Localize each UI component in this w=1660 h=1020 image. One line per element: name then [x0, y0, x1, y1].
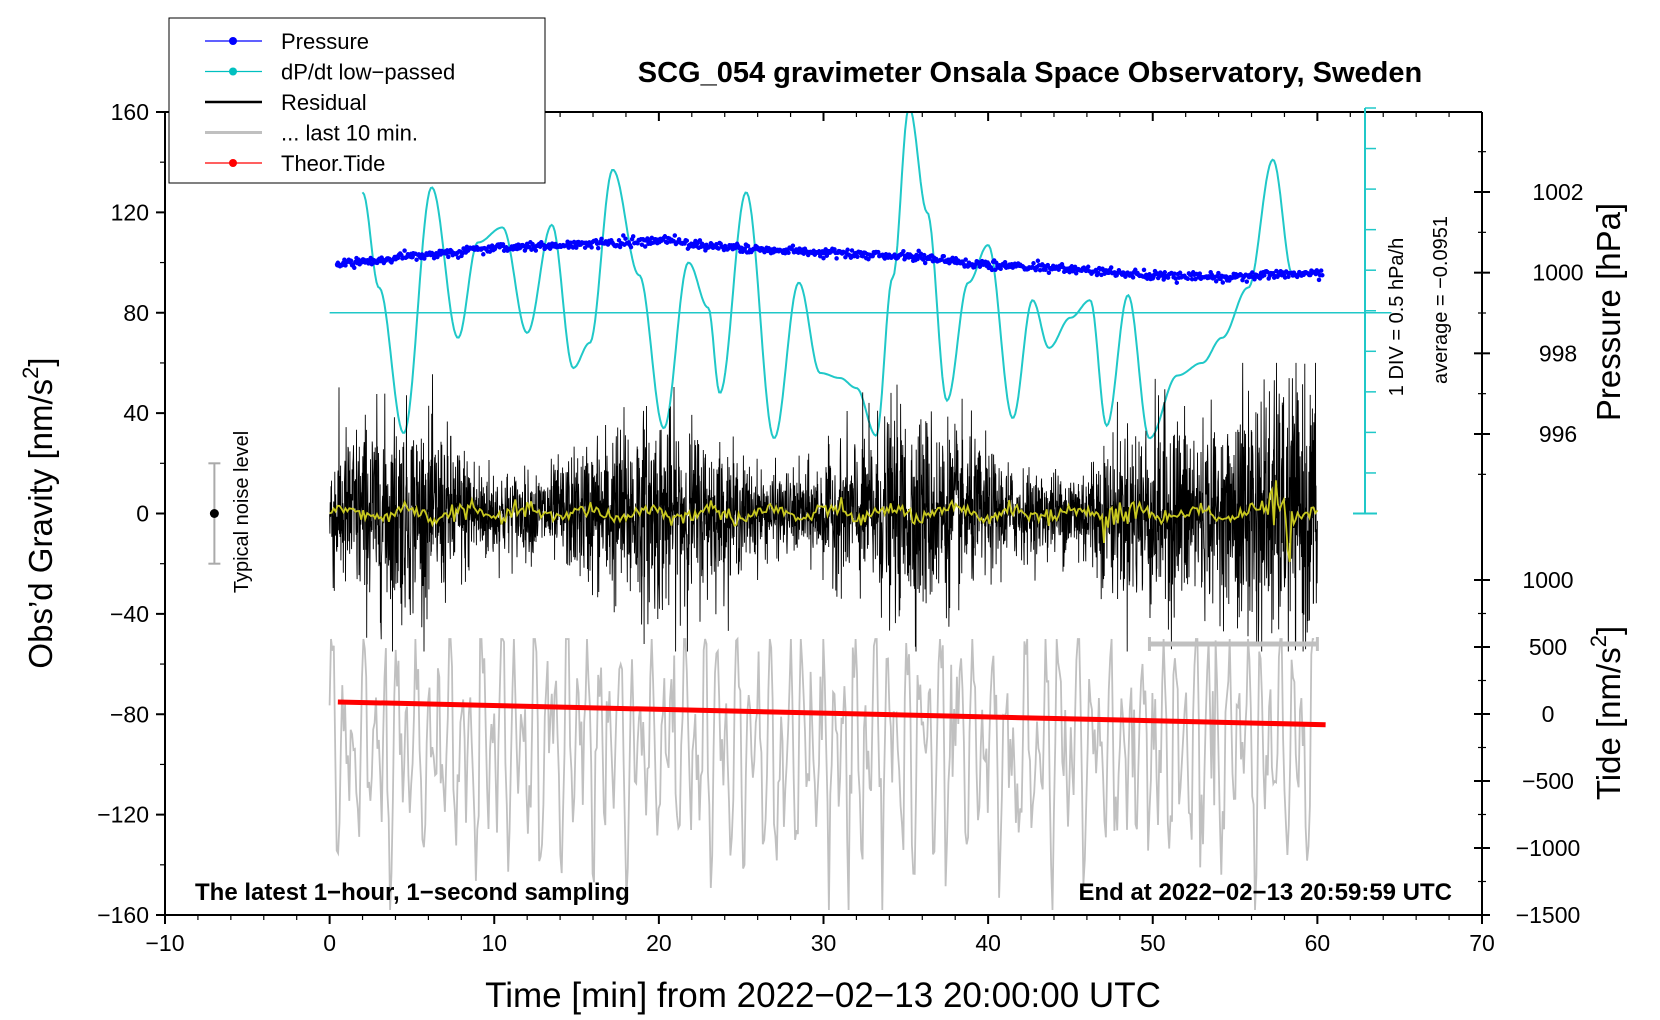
pressure-tick-label: 998	[1539, 340, 1577, 366]
pressure-point	[985, 261, 992, 268]
legend-label: ... last 10 min.	[281, 121, 418, 146]
legend-item: ... last 10 min.	[205, 121, 418, 146]
y-tick-label: 160	[111, 99, 149, 125]
data-layer	[328, 112, 1392, 911]
tide-tick-label: −500	[1522, 768, 1574, 794]
dpdt-scale: 1 DIV = 0.5 hPa/h average = −0.0951	[1353, 107, 1452, 515]
tide-axis-label-close: ]	[1590, 626, 1627, 635]
pressure-point	[820, 249, 827, 256]
legend-item: Theor.Tide	[205, 151, 385, 176]
y-tick-label: 80	[123, 300, 149, 326]
y-tick-label: 120	[111, 199, 149, 225]
y-axis-label-sup: 2	[18, 367, 43, 379]
series-residual-smoothed-line	[329, 480, 1319, 563]
y-tick-label: −160	[97, 902, 149, 928]
legend-label: Theor.Tide	[281, 151, 385, 176]
x-tick-label: 50	[1140, 930, 1166, 956]
tide-axis-label: Tide [nm/s2]	[1586, 626, 1627, 800]
legend-item: dP/dt low−passed	[205, 60, 455, 85]
series-tide-line	[337, 699, 1326, 728]
tide-tick-label: −1500	[1516, 902, 1581, 928]
y-tick-label: 40	[123, 400, 149, 426]
series-pressure	[334, 233, 1325, 285]
pressure-tick-label: 1002	[1532, 179, 1583, 205]
x-tick-label: 40	[975, 930, 1001, 956]
legend-label: Pressure	[281, 29, 369, 54]
tide-axis-label-sup: 2	[1586, 635, 1611, 647]
pressure-point	[408, 253, 415, 260]
x-axis-label: Time [min] from 2022−02−13 20:00:00 UTC	[485, 976, 1161, 1015]
y-axis-label: Obs’d Gravity [nm/s2]	[18, 357, 59, 668]
pressure-point	[738, 245, 745, 252]
x-tick-label: 10	[481, 930, 507, 956]
chart-title: SCG_054 gravimeter Onsala Space Observat…	[638, 57, 1422, 89]
noise-level-label: Typical noise level	[231, 431, 253, 593]
legend-label: Residual	[281, 90, 367, 115]
pressure-point	[491, 245, 498, 252]
pressure-point	[1314, 269, 1321, 276]
pressure-axis-label: Pressure [hPa]	[1590, 203, 1627, 421]
y-tick-label: 0	[136, 501, 149, 527]
series-pressure-points	[335, 233, 1325, 285]
x-tick-label: 30	[811, 930, 837, 956]
tide-tick-label: −1000	[1516, 835, 1581, 861]
x-tick-label: 60	[1305, 930, 1331, 956]
x-tick-label: 0	[323, 930, 336, 956]
annotation-sampling: The latest 1−hour, 1−second sampling	[195, 879, 630, 906]
legend-item: Residual	[205, 90, 367, 115]
y-tick-label: −40	[110, 601, 149, 627]
noise-level-point	[209, 509, 219, 518]
pressure-point	[902, 253, 909, 260]
legend: Pressure dP/dt low−passed Residual ... last…	[168, 17, 546, 184]
x-tick-label: 20	[646, 930, 672, 956]
y-axis-label-main: Obs’d Gravity [nm/s	[22, 379, 59, 669]
axes: −10 0 10 20 30 40 50 60 70 −160 −120 −80 −40 0 40 80 120…	[97, 99, 1583, 956]
legend-marker	[229, 37, 237, 45]
pressure-point	[1067, 265, 1074, 272]
series-dpdt-line	[361, 112, 1294, 440]
pressure-tick-label: 1000	[1532, 260, 1583, 286]
legend-item: Pressure	[205, 29, 369, 54]
dpdt-scale-label: 1 DIV = 0.5 hPa/h	[1386, 238, 1408, 396]
legend-marker	[229, 67, 237, 76]
tide-axis-label-main: Tide [nm/s	[1590, 647, 1627, 800]
pressure-point	[1232, 273, 1239, 280]
y-tick-label: −80	[110, 701, 149, 727]
legend-marker	[229, 159, 237, 167]
tide-tick-label: 0	[1542, 701, 1555, 727]
tide-tick-label: 500	[1529, 634, 1567, 660]
pressure-point	[573, 241, 580, 248]
y-tick-label: −120	[97, 802, 149, 828]
legend-label: dP/dt low−passed	[281, 60, 455, 85]
y-axis-label-close: ]	[22, 357, 59, 366]
pressure-point	[655, 237, 662, 244]
annotation-end-time: End at 2022−02−13 20:59:59 UTC	[1078, 879, 1452, 906]
x-tick-label: −10	[145, 930, 184, 956]
x-tick-label: 70	[1469, 930, 1495, 956]
pressure-point	[334, 261, 341, 268]
pressure-tick-label: 996	[1539, 421, 1577, 447]
tide-tick-label: 1000	[1522, 567, 1573, 593]
dpdt-average-label: average = −0.0951	[1430, 216, 1452, 384]
series-last-10-min-line	[328, 636, 1315, 911]
pressure-point	[1149, 273, 1156, 280]
noise-level-marker: Typical noise level	[208, 431, 253, 593]
legend-box	[168, 17, 546, 184]
